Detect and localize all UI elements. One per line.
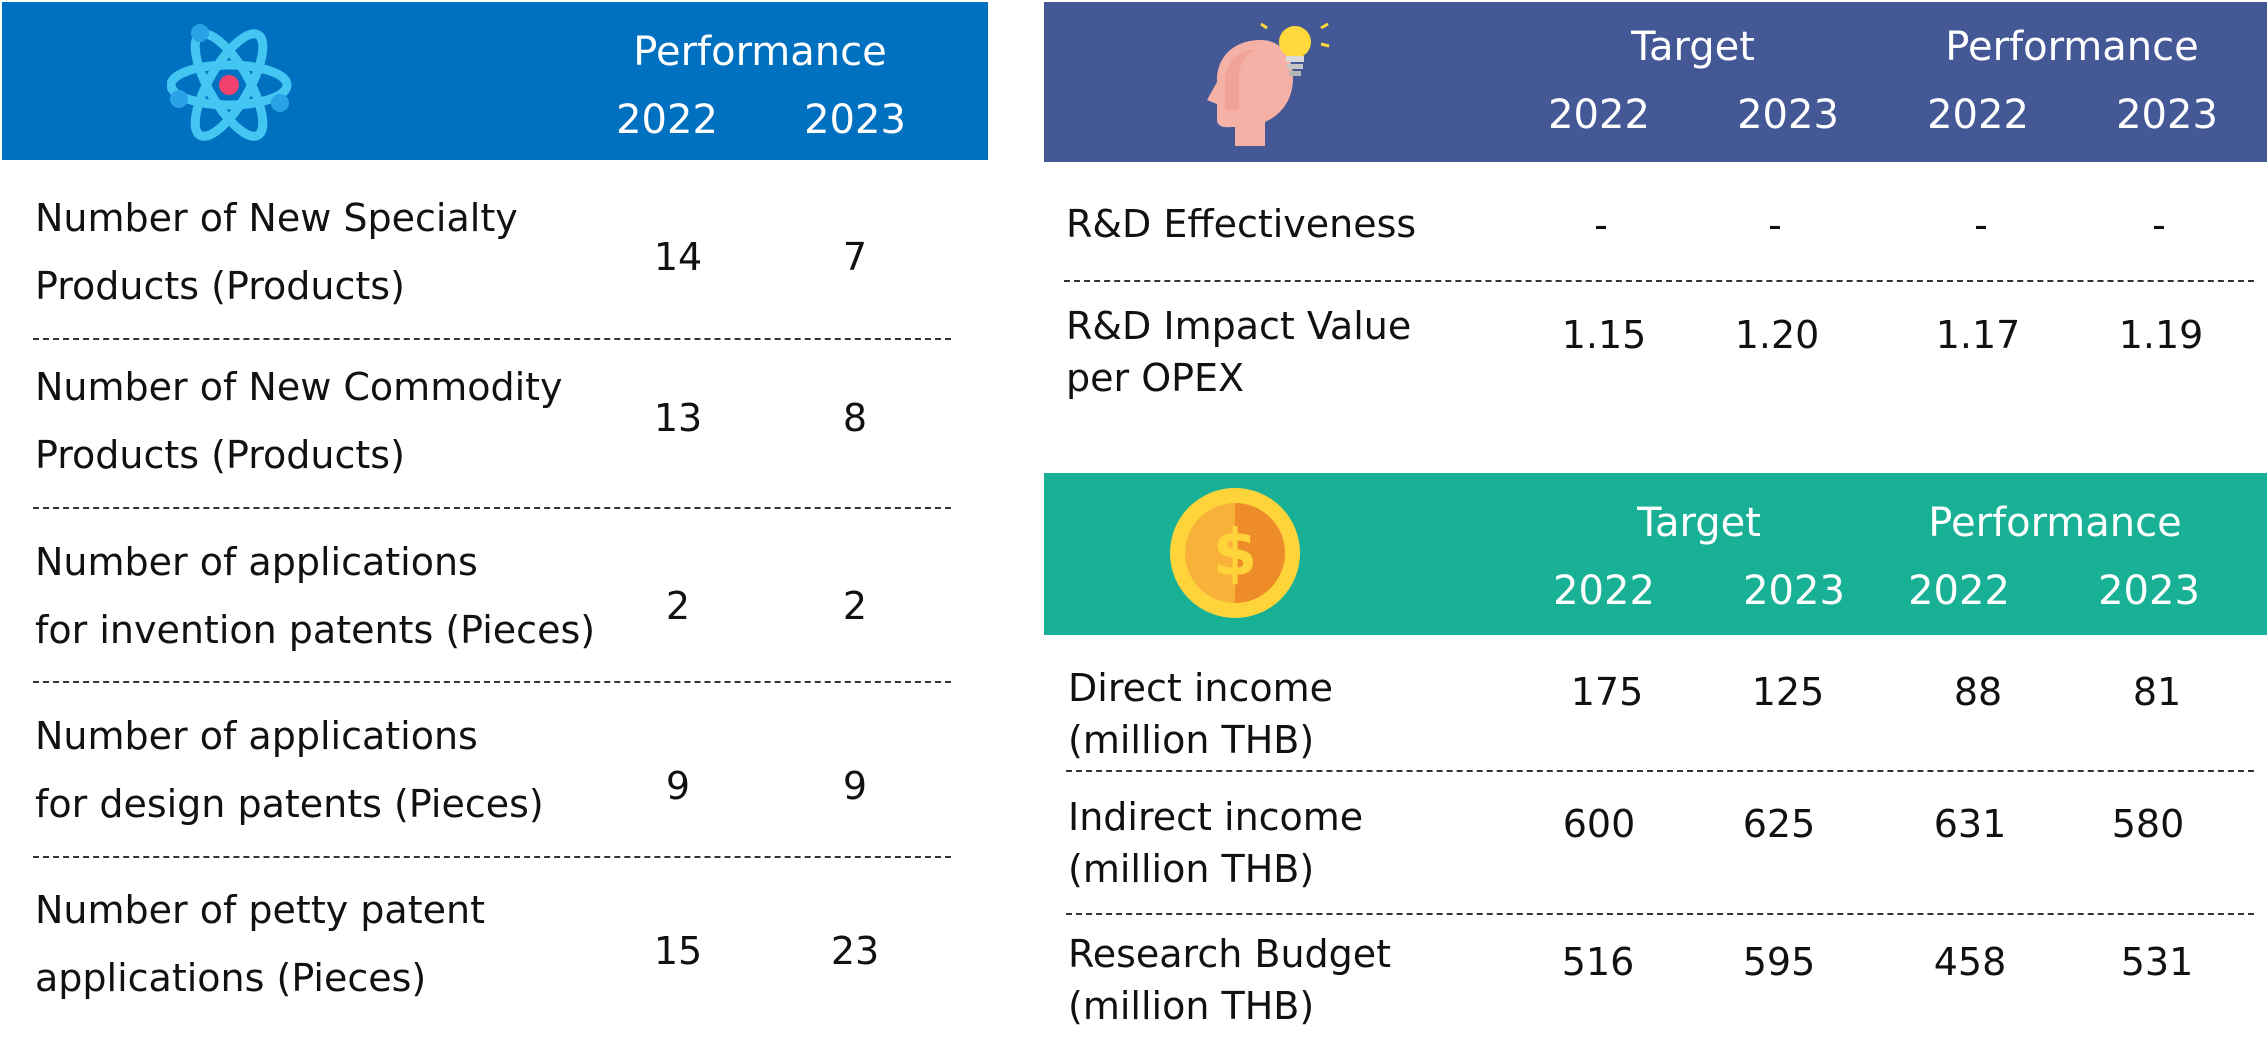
header-target-2023: 2023 <box>1743 568 1845 614</box>
value-target-2022: 175 <box>1570 670 1644 714</box>
value-2023: 9 <box>842 764 868 808</box>
rd-table: Target Performance 2022 2023 2022 2023 R… <box>1043 0 2268 460</box>
value-2022: 13 <box>653 396 703 440</box>
header-target: Target <box>1637 500 1761 546</box>
value-perf-2022: 1.17 <box>1935 313 2021 357</box>
value-target-2022: 600 <box>1562 802 1636 846</box>
value-target-2023: 125 <box>1751 670 1825 714</box>
dollar-coin-icon: $ <box>1170 488 1300 618</box>
value-target-2022: 1.15 <box>1561 313 1647 357</box>
income-header: $ Target Performance 2022 2023 2022 2023 <box>1044 473 2267 635</box>
value-perf-2023: 531 <box>2120 940 2194 984</box>
row-label: Research Budget (million THB) <box>1068 932 1392 1028</box>
row-label: Indirect income (million THB) <box>1068 795 1364 891</box>
row-divider <box>1066 770 2254 772</box>
header-year-2022: 2022 <box>616 97 718 143</box>
innovation-table: Performance 2022 2023 Number of New Spec… <box>0 0 990 1064</box>
income-table: $ Target Performance 2022 2023 2022 2023… <box>1043 472 2268 1064</box>
value-target-2022: - <box>1594 203 1608 247</box>
row-label: Direct income (million THB) <box>1068 666 1334 762</box>
value-perf-2022: 458 <box>1933 940 2007 984</box>
value-perf-2022: 631 <box>1933 802 2007 846</box>
innovation-header: Performance 2022 2023 <box>2 2 988 160</box>
value-perf-2023: 580 <box>2111 802 2185 846</box>
value-target-2023: 1.20 <box>1734 313 1820 357</box>
atom-icon <box>167 24 292 141</box>
value-target-2023: 595 <box>1742 940 1816 984</box>
value-target-2023: 625 <box>1742 802 1816 846</box>
value-perf-2022: - <box>1974 203 1988 247</box>
value-perf-2022: 88 <box>1953 670 2003 714</box>
row-divider <box>33 681 951 683</box>
value-target-2022: 516 <box>1561 940 1635 984</box>
header-perf-2023: 2023 <box>2116 92 2218 138</box>
row-divider <box>1064 280 2254 282</box>
row-divider <box>33 338 951 340</box>
header-perf-2022: 2022 <box>1927 92 2029 138</box>
header-performance: Performance <box>1928 500 2182 546</box>
header-target-2022: 2022 <box>1553 568 1655 614</box>
row-label: Number of applications for design patent… <box>35 714 544 826</box>
value-2022: 2 <box>665 584 691 628</box>
row-divider <box>1066 913 2254 915</box>
value-2023: 23 <box>830 929 880 973</box>
value-2023: 7 <box>842 235 868 279</box>
value-2023: 8 <box>842 396 868 440</box>
row-label: Number of applications for invention pat… <box>35 540 596 652</box>
rd-header: Target Performance 2022 2023 2022 2023 <box>1044 2 2267 162</box>
header-perf-2023: 2023 <box>2098 568 2200 614</box>
head-lightbulb-icon <box>1207 22 1330 146</box>
header-target-2022: 2022 <box>1548 92 1650 138</box>
header-performance: Performance <box>1945 24 2199 70</box>
value-2022: 9 <box>665 764 691 808</box>
row-label: Number of New Specialty Products (Produc… <box>35 196 518 308</box>
header-perf-2022: 2022 <box>1908 568 2010 614</box>
value-perf-2023: 81 <box>2132 670 2182 714</box>
header-target: Target <box>1631 24 1755 70</box>
header-target-2023: 2023 <box>1737 92 1839 138</box>
value-2022: 14 <box>653 235 703 279</box>
row-label: Number of petty patent applications (Pie… <box>35 888 485 1000</box>
header-year-2023: 2023 <box>804 97 906 143</box>
value-target-2023: - <box>1768 203 1782 247</box>
value-perf-2023: - <box>2152 203 2166 247</box>
value-2022: 15 <box>653 929 703 973</box>
row-label: R&D Effectiveness <box>1066 202 1417 246</box>
value-2023: 2 <box>842 584 868 628</box>
row-label: Number of New Commodity Products (Produc… <box>35 365 563 477</box>
row-divider <box>33 507 951 509</box>
row-divider <box>33 856 951 858</box>
row-label: R&D Impact Value per OPEX <box>1066 304 1412 400</box>
value-perf-2023: 1.19 <box>2118 313 2204 357</box>
svg-text:$: $ <box>1213 517 1258 591</box>
header-performance: Performance <box>633 29 887 75</box>
